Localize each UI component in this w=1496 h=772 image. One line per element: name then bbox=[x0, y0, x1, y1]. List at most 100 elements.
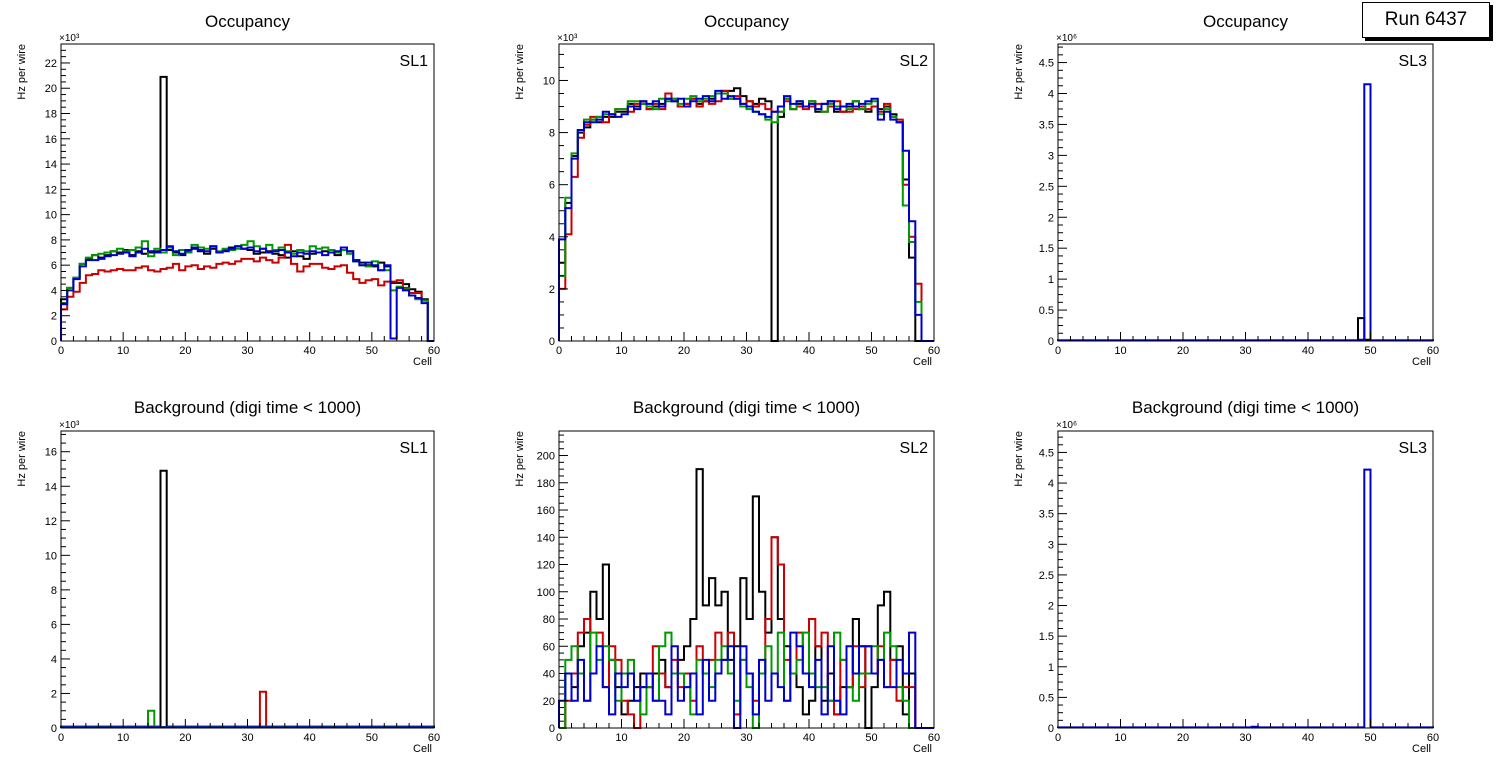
y-tick-label: 100 bbox=[537, 587, 555, 599]
x-tick-label: 30 bbox=[241, 732, 253, 744]
chart-bkg-sl3: Background (digi time < 1000)0 10 20 30 40 50… bbox=[1013, 398, 1439, 755]
y-tick-label: 14 bbox=[45, 481, 57, 493]
chart-bkg-sl2: Background (digi time < 1000) 0 10 20 30 40 50… bbox=[514, 398, 940, 755]
x-tick-label: 0 bbox=[1055, 345, 1061, 357]
x-tick-label: 0 bbox=[58, 345, 64, 357]
y-tick-label: 0 bbox=[51, 336, 57, 348]
x-tick-label: 20 bbox=[678, 732, 690, 744]
x-tick-label: 10 bbox=[615, 732, 627, 744]
y-tick-label: 6 bbox=[51, 619, 57, 631]
x-tick-label: 50 bbox=[1364, 345, 1376, 357]
y-tick-label: 3.5 bbox=[1039, 509, 1054, 521]
chart-bkg-sl1: Background (digi time < 1000)0 10 20 30 40 50… bbox=[16, 398, 440, 755]
superlayer-label: SL3 bbox=[1399, 53, 1428, 70]
y-tick-label: 2 bbox=[1048, 212, 1054, 224]
y-tick-label: 80 bbox=[543, 614, 555, 626]
y-tick-label: 1 bbox=[1048, 274, 1054, 286]
y-tick-label: 4 bbox=[51, 285, 57, 297]
y-tick-label: 10 bbox=[543, 75, 555, 87]
x-tick-label: 30 bbox=[1239, 732, 1251, 744]
y-tick-label: 180 bbox=[537, 478, 555, 490]
series-layer-2 bbox=[60, 243, 434, 342]
plot-frame bbox=[60, 430, 435, 729]
series-layer-1 bbox=[60, 75, 434, 342]
y-tick-label: 8 bbox=[51, 585, 57, 597]
x-tick-label: 10 bbox=[1114, 345, 1126, 357]
x-tick-label: 20 bbox=[1177, 732, 1189, 744]
y-tick-label: 3 bbox=[1048, 150, 1054, 162]
y-tick-label: 160 bbox=[537, 505, 555, 517]
y-tick-label: 12 bbox=[45, 184, 57, 196]
y-tick-label: 6 bbox=[549, 180, 555, 192]
y-tick-label: 4 bbox=[51, 654, 57, 666]
chart-title: Background (digi time < 1000) bbox=[1132, 398, 1359, 417]
x-tick-label: 50 bbox=[1364, 732, 1376, 744]
x-tick-label: 40 bbox=[803, 345, 815, 357]
x-axis-label: Cell bbox=[913, 743, 932, 755]
y-tick-label: 0 bbox=[51, 723, 57, 735]
y-tick-label: 2 bbox=[549, 284, 555, 296]
chart-title: Background (digi time < 1000) bbox=[633, 398, 860, 417]
x-tick-label: 30 bbox=[241, 345, 253, 357]
x-tick-label: 10 bbox=[1114, 732, 1126, 744]
series-layer-4 bbox=[1057, 83, 1434, 342]
y-tick-label: 4 bbox=[1048, 478, 1054, 490]
series-layer-4 bbox=[558, 631, 934, 729]
y-tick-label: 4 bbox=[1048, 89, 1054, 101]
y-tick-label: 22 bbox=[45, 58, 57, 70]
series-layer-3 bbox=[558, 92, 934, 342]
y-tick-label: 40 bbox=[543, 669, 555, 681]
y-tick-label: 0 bbox=[1048, 723, 1054, 735]
series-layer-1 bbox=[60, 469, 435, 728]
y-axis-label: Hz per wire bbox=[1013, 44, 1025, 100]
x-tick-label: 30 bbox=[1239, 345, 1251, 357]
y-tick-label: 140 bbox=[537, 532, 555, 544]
x-tick-label: 50 bbox=[865, 345, 877, 357]
y-tick-label: 120 bbox=[537, 560, 555, 572]
x-tick-label: 0 bbox=[556, 732, 562, 744]
superlayer-label: SL2 bbox=[900, 53, 929, 70]
y-exponent: ×10³ bbox=[557, 33, 578, 44]
chart-title: Occupancy bbox=[704, 12, 790, 31]
x-tick-label: 20 bbox=[678, 345, 690, 357]
x-tick-label: 10 bbox=[117, 345, 129, 357]
chart-title: Occupancy bbox=[1203, 12, 1289, 31]
y-tick-label: 0 bbox=[549, 336, 555, 348]
series-layer-1 bbox=[558, 87, 934, 342]
x-tick-label: 60 bbox=[428, 345, 440, 357]
y-axis-label: Hz per wire bbox=[514, 431, 526, 487]
plot-frame bbox=[1057, 430, 1434, 729]
y-exponent: ×10⁶ bbox=[1056, 33, 1077, 44]
x-tick-label: 60 bbox=[928, 732, 940, 744]
x-tick-label: 60 bbox=[928, 345, 940, 357]
x-tick-label: 40 bbox=[1302, 345, 1314, 357]
y-tick-label: 1.5 bbox=[1039, 243, 1054, 255]
y-exponent: ×10³ bbox=[59, 420, 80, 431]
x-tick-label: 10 bbox=[615, 345, 627, 357]
x-tick-label: 50 bbox=[366, 732, 378, 744]
y-exponent: ×10⁶ bbox=[1056, 420, 1077, 431]
y-tick-label: 3.5 bbox=[1039, 119, 1054, 131]
x-tick-label: 40 bbox=[304, 345, 316, 357]
y-axis-label: Hz per wire bbox=[514, 44, 526, 100]
plot-frame bbox=[558, 43, 935, 342]
x-tick-label: 50 bbox=[865, 732, 877, 744]
x-tick-label: 60 bbox=[1427, 732, 1439, 744]
x-axis-label: Cell bbox=[913, 356, 932, 368]
y-tick-label: 0 bbox=[1048, 336, 1054, 348]
y-tick-label: 16 bbox=[45, 447, 57, 459]
x-tick-label: 40 bbox=[304, 732, 316, 744]
x-tick-label: 40 bbox=[803, 732, 815, 744]
y-tick-label: 8 bbox=[51, 235, 57, 247]
chart-title: Background (digi time < 1000) bbox=[134, 398, 361, 417]
y-tick-label: 3 bbox=[1048, 539, 1054, 551]
x-tick-label: 30 bbox=[740, 345, 752, 357]
x-axis-label: Cell bbox=[413, 743, 432, 755]
superlayer-label: SL1 bbox=[400, 440, 429, 457]
y-tick-label: 1.5 bbox=[1039, 631, 1054, 643]
y-tick-label: 4.5 bbox=[1039, 447, 1054, 459]
y-tick-label: 4 bbox=[549, 232, 555, 244]
y-tick-label: 10 bbox=[45, 550, 57, 562]
superlayer-label: SL3 bbox=[1399, 440, 1428, 457]
